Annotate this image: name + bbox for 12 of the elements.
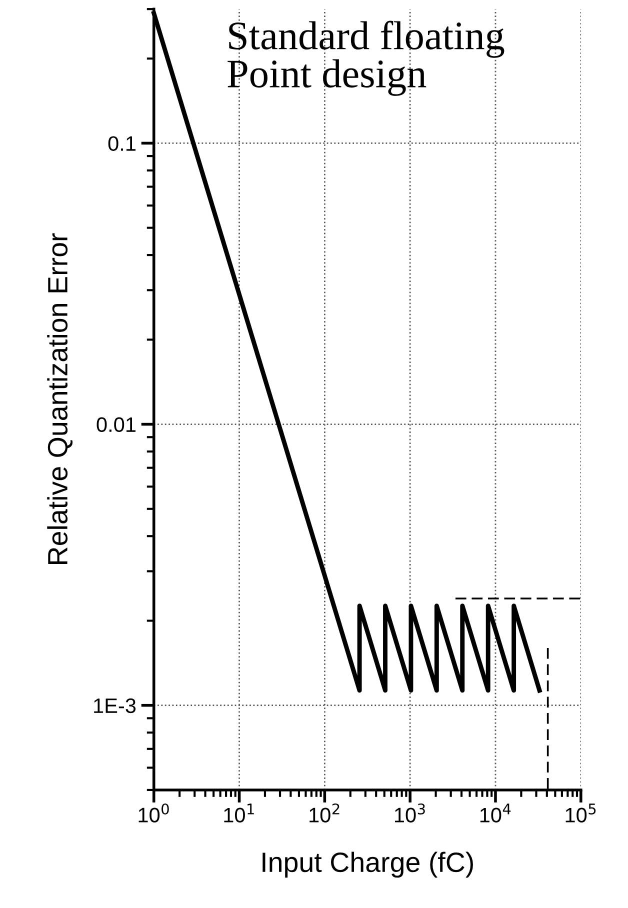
y-tick-label: 1E-3 [94,698,136,714]
x-tick-label: 10$^{4}$ [480,804,511,822]
annotation: Standard floating Point design [228,20,504,96]
x-tick-label: 10$^{2}$ [310,803,340,822]
x-tick-label: 10$^{0}$ [138,803,169,822]
y-tick-label: 0.01 [96,417,136,432]
x-tick-label: 10$^{5}$ [566,804,596,822]
x-axis-title: Input Charge (fC) [262,852,473,878]
y-tick-label: 0.1 [108,136,136,151]
y-axis-title: Relative Quantization Error [47,233,73,564]
x-tick-label: 10$^{1}$ [224,804,254,822]
x-tick-label: 10$^{3}$ [395,803,425,822]
